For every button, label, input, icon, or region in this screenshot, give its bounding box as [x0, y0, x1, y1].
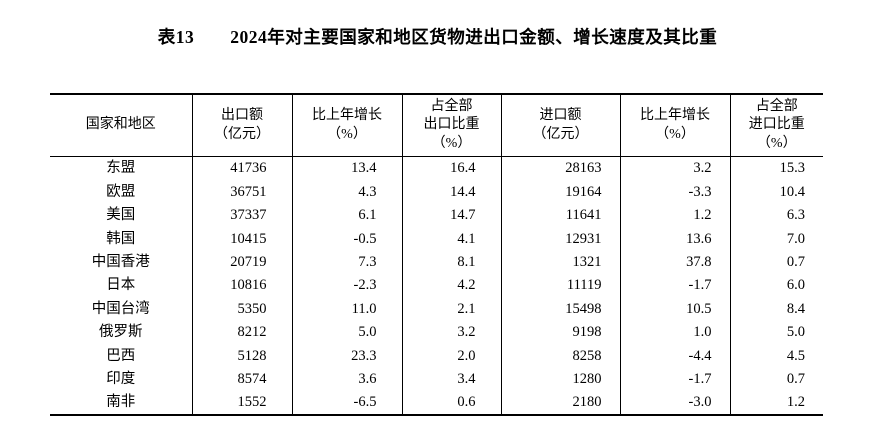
import-share-cell: 10.4 — [779, 183, 805, 200]
trade-statistics-table: 国家和地区 出口额 （亿元） 比上年增长 （%） 占全部 出口比重 （%） 进口… — [50, 93, 823, 417]
region-cell: 巴西 — [50, 344, 193, 368]
export-growth-header: 比上年增长 （%） — [292, 94, 403, 157]
export-value-cell: 41736 — [192, 156, 293, 181]
export-share-cell: 14.7 — [402, 203, 502, 228]
export-growth-cell: 6.1 — [292, 203, 403, 228]
export-growth-cell: -0.5 — [292, 227, 403, 251]
export-share-cell: 3.2 — [402, 320, 502, 345]
export-growth-cell: 3.6 — [292, 367, 403, 391]
export-growth-cell: 7.3 — [292, 250, 403, 274]
export-growth-cell: 4.3 — [292, 180, 403, 204]
table-row: 巴西 5128 23.3 2.0 8258 -4.4 4.5 — [50, 344, 823, 368]
import-value-cell: 1280 — [501, 367, 621, 391]
region-cell: 中国香港 — [50, 250, 193, 274]
import-value-header: 进口额 （亿元） — [501, 94, 621, 157]
import-value-cell: 9198 — [501, 320, 621, 345]
import-value-cell: 1321 — [501, 250, 621, 274]
import-growth-cell: -4.4 — [620, 344, 731, 368]
region-cell: 东盟 — [50, 156, 193, 181]
import-share-cell: 8.4 — [786, 300, 805, 317]
import-growth-header: 比上年增长 （%） — [620, 94, 731, 157]
export-value-header: 出口额 （亿元） — [192, 94, 293, 157]
region-cell: 日本 — [50, 273, 193, 298]
import-share-cell: 4.5 — [786, 347, 805, 364]
export-value-cell: 5350 — [192, 297, 293, 321]
import-share-cell: 15.3 — [779, 160, 805, 177]
export-value-cell: 36751 — [192, 180, 293, 204]
table-row: 韩国 10415 -0.5 4.1 12931 13.6 7.0 — [50, 227, 823, 251]
import-growth-cell: 13.6 — [620, 227, 731, 251]
region-cell: 美国 — [50, 203, 193, 228]
import-growth-cell: 1.2 — [620, 203, 731, 228]
table-row: 东盟 41736 13.4 16.4 28163 3.2 15.3 — [50, 156, 823, 181]
export-value-cell: 5128 — [192, 344, 293, 368]
export-value-cell: 10415 — [192, 227, 293, 251]
import-growth-cell: -1.7 — [620, 367, 731, 391]
import-share-cell: 7.0 — [786, 230, 805, 247]
export-value-cell: 37337 — [192, 203, 293, 228]
export-share-cell: 16.4 — [402, 156, 502, 181]
import-growth-cell: 3.2 — [620, 156, 731, 181]
table-row: 俄罗斯 8212 5.0 3.2 9198 1.0 5.0 — [50, 320, 823, 345]
import-share-cell: 5.0 — [786, 324, 805, 341]
import-share-cell: 0.7 — [786, 254, 805, 270]
export-value-cell: 8574 — [192, 367, 293, 391]
region-header: 国家和地区 — [50, 94, 193, 157]
region-cell: 印度 — [50, 367, 193, 391]
export-value-cell: 20719 — [192, 250, 293, 274]
import-value-cell: 15498 — [501, 297, 621, 321]
region-cell: 南非 — [50, 390, 193, 416]
export-share-header: 占全部 出口比重 （%） — [402, 94, 502, 157]
table-row: 中国台湾 5350 11.0 2.1 15498 10.5 8.4 — [50, 297, 823, 321]
table-row: 欧盟 36751 4.3 14.4 19164 -3.3 10.4 — [50, 180, 823, 204]
export-share-cell: 8.1 — [402, 250, 502, 274]
import-value-cell: 2180 — [501, 390, 621, 416]
table-row: 印度 8574 3.6 3.4 1280 -1.7 0.7 — [50, 367, 823, 391]
import-growth-cell: -3.3 — [620, 180, 731, 204]
table-row: 南非 1552 -6.5 0.6 2180 -3.0 1.2 — [50, 390, 823, 416]
import-growth-cell: 1.0 — [620, 320, 731, 345]
table-row: 美国 37337 6.1 14.7 11641 1.2 6.3 — [50, 203, 823, 228]
import-share-cell: 0.7 — [786, 370, 805, 387]
export-share-cell: 3.4 — [402, 367, 502, 391]
region-cell: 中国台湾 — [50, 297, 193, 321]
import-value-cell: 28163 — [501, 156, 621, 181]
export-growth-cell: 5.0 — [292, 320, 403, 345]
import-share-cell: 6.0 — [786, 277, 805, 294]
import-share-cell: 6.3 — [786, 207, 805, 224]
table-title: 表13 2024年对主要国家和地区货物进出口金额、增长速度及其比重 — [157, 27, 718, 47]
import-growth-cell: 10.5 — [620, 297, 731, 321]
export-value-cell: 1552 — [192, 390, 293, 416]
import-value-cell: 8258 — [501, 344, 621, 368]
table-row: 中国香港 20719 7.3 8.1 1321 37.8 0.7 — [50, 250, 823, 274]
import-value-cell: 19164 — [501, 180, 621, 204]
export-growth-cell: -2.3 — [292, 273, 403, 298]
export-share-cell: 14.4 — [402, 180, 502, 204]
export-growth-cell: 13.4 — [292, 156, 403, 181]
export-share-cell: 0.6 — [402, 390, 502, 416]
import-share-header: 占全部 进口比重 （%） — [748, 99, 805, 151]
export-growth-cell: 23.3 — [292, 344, 403, 368]
table-row: 日本 10816 -2.3 4.2 11119 -1.7 6.0 — [50, 273, 823, 298]
region-cell: 韩国 — [50, 227, 193, 251]
import-value-cell: 12931 — [501, 227, 621, 251]
export-share-cell: 4.2 — [402, 273, 502, 298]
export-value-cell: 8212 — [192, 320, 293, 345]
region-cell: 俄罗斯 — [50, 320, 193, 345]
import-value-cell: 11119 — [501, 273, 621, 298]
import-share-cell: 1.2 — [786, 394, 805, 411]
import-growth-cell: 37.8 — [620, 250, 731, 274]
import-growth-cell: -3.0 — [620, 390, 731, 416]
import-growth-cell: -1.7 — [620, 273, 731, 298]
export-share-cell: 4.1 — [402, 227, 502, 251]
export-growth-cell: 11.0 — [292, 297, 403, 321]
import-value-cell: 11641 — [501, 203, 621, 228]
export-growth-cell: -6.5 — [292, 390, 403, 416]
export-share-cell: 2.1 — [402, 297, 502, 321]
header-row: 国家和地区 出口额 （亿元） 比上年增长 （%） 占全部 出口比重 （%） 进口… — [50, 94, 823, 157]
region-cell: 欧盟 — [50, 180, 193, 204]
export-value-cell: 10816 — [192, 273, 293, 298]
export-share-cell: 2.0 — [402, 344, 502, 368]
